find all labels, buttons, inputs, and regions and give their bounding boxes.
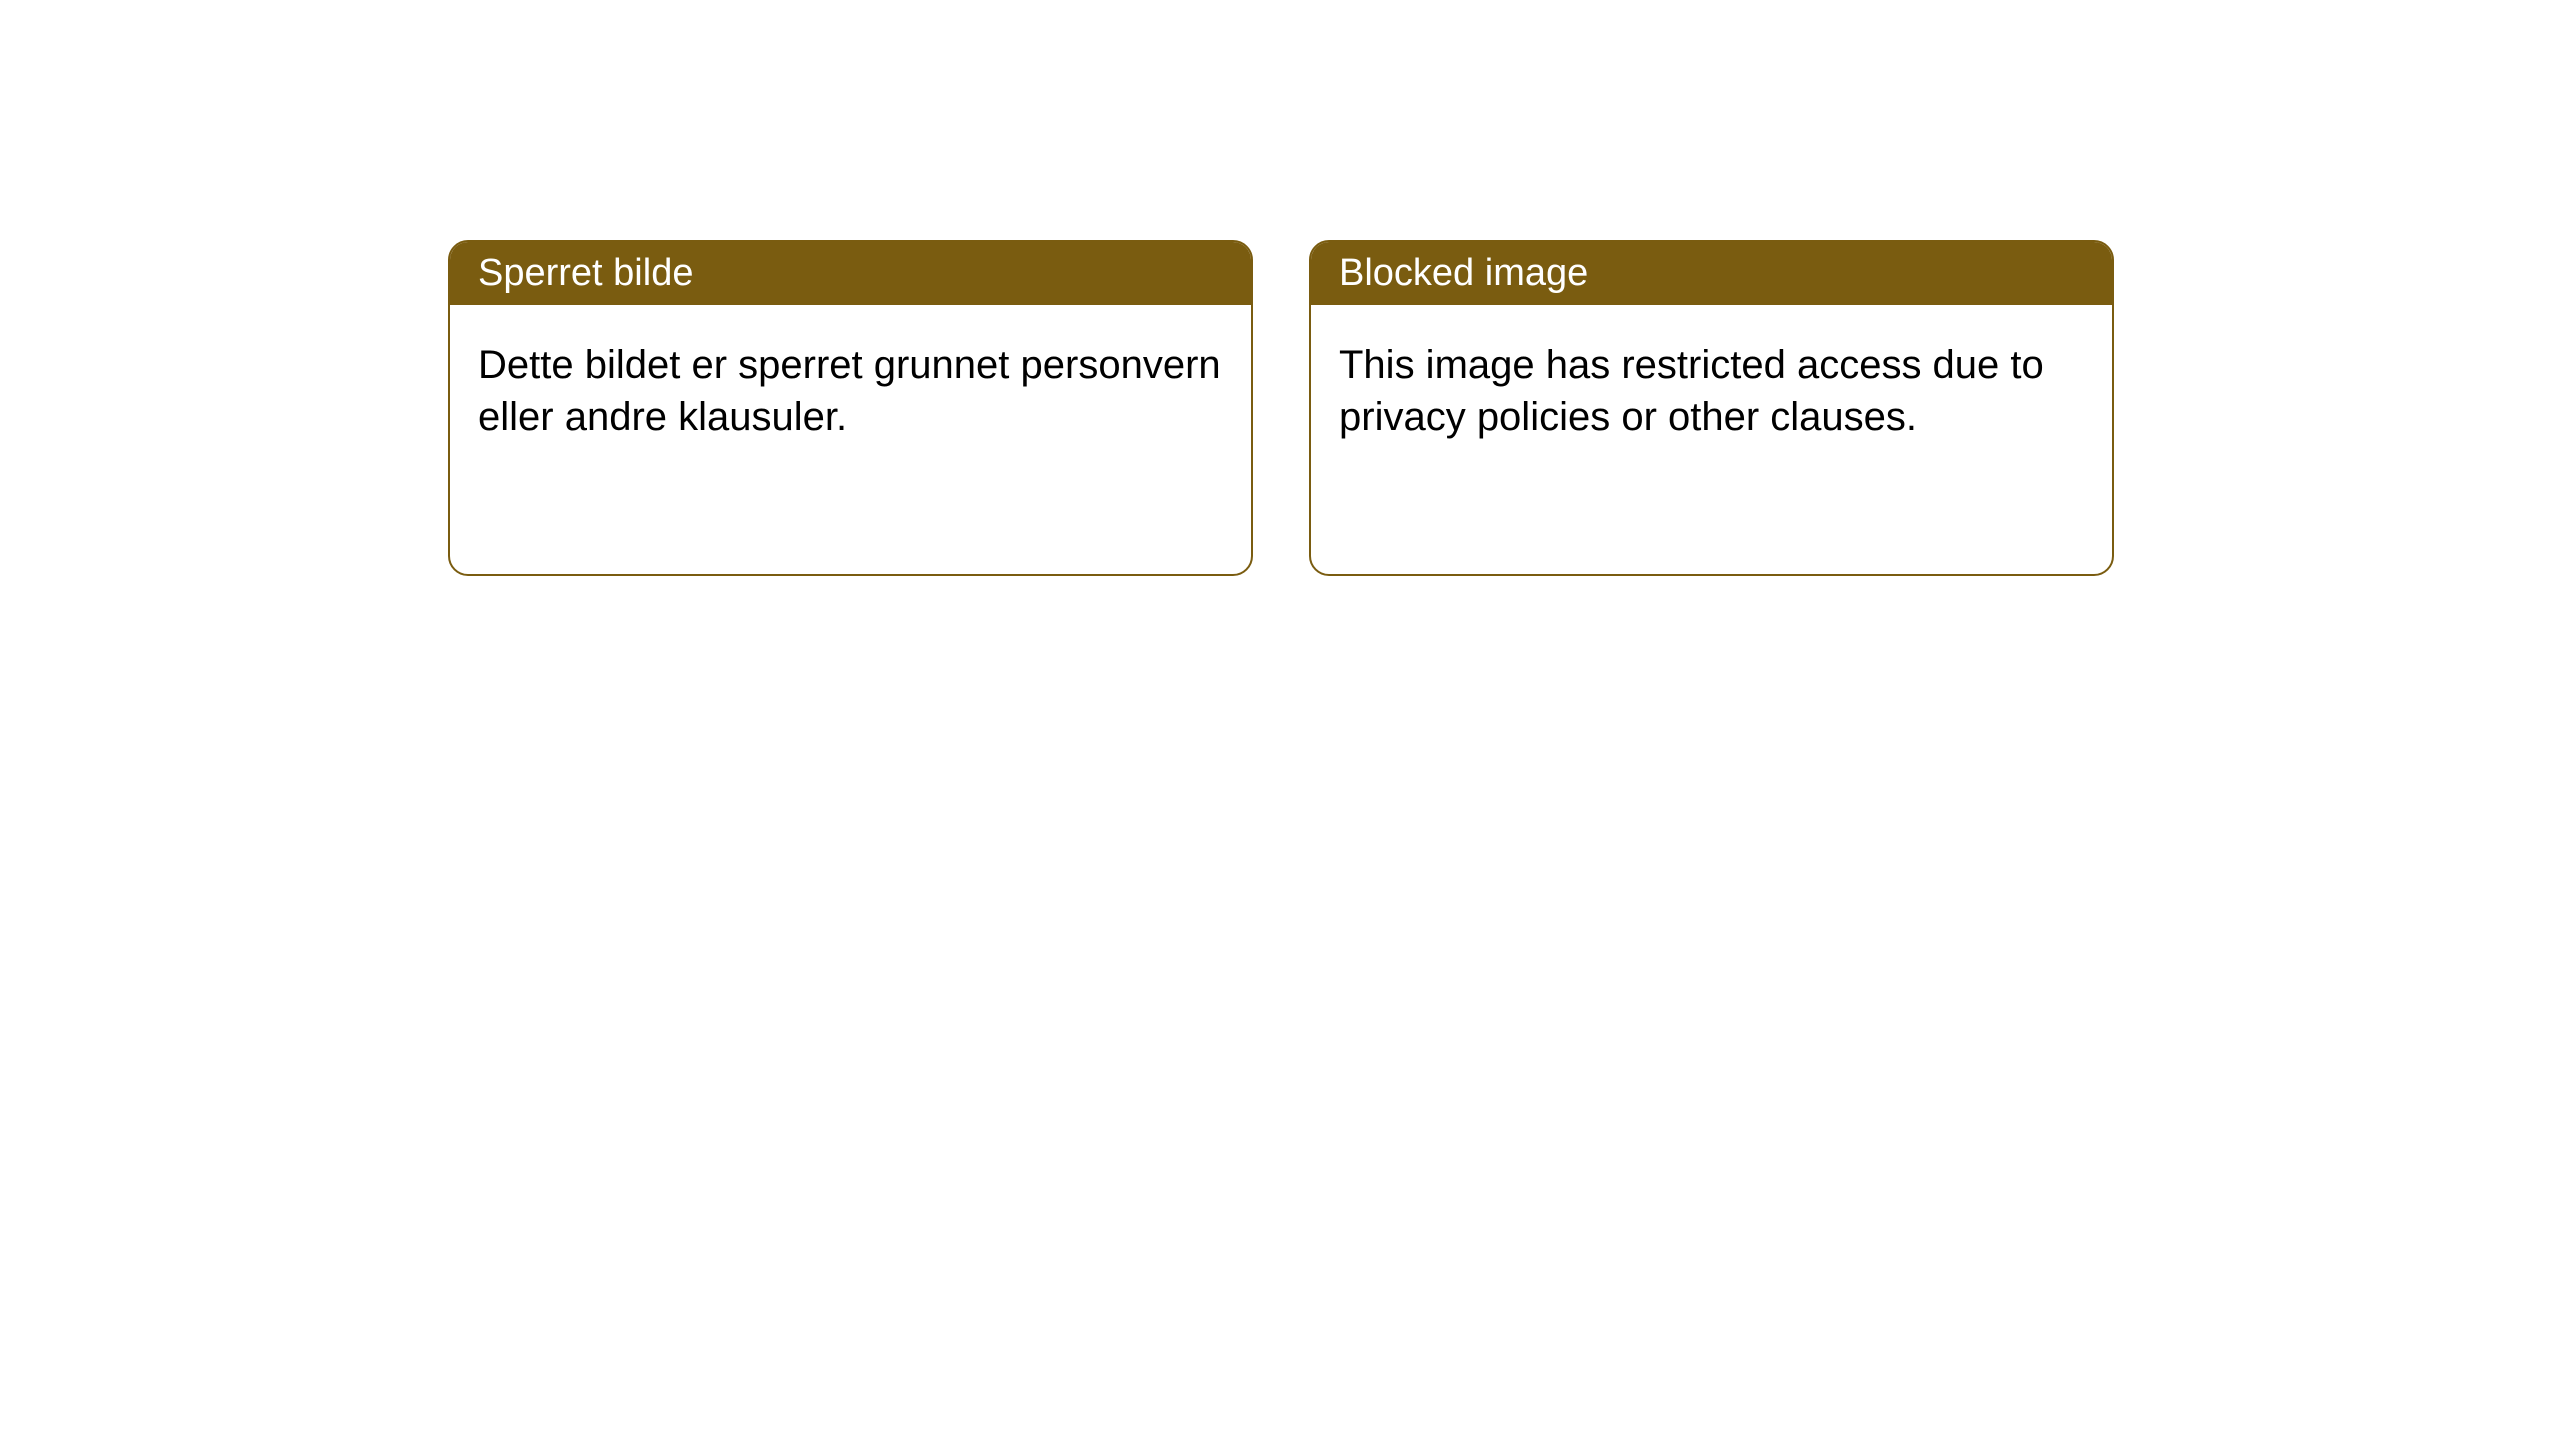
notice-card-english: Blocked image This image has restricted … [1309, 240, 2114, 576]
notice-card-norwegian: Sperret bilde Dette bildet er sperret gr… [448, 240, 1253, 576]
card-body: This image has restricted access due to … [1311, 305, 2112, 477]
card-body: Dette bildet er sperret grunnet personve… [450, 305, 1251, 477]
card-body-text: Dette bildet er sperret grunnet personve… [478, 343, 1221, 439]
card-title: Blocked image [1339, 252, 1588, 294]
notice-container: Sperret bilde Dette bildet er sperret gr… [0, 0, 2560, 576]
card-body-text: This image has restricted access due to … [1339, 343, 2044, 439]
card-header: Sperret bilde [450, 242, 1251, 305]
card-title: Sperret bilde [478, 252, 693, 294]
card-header: Blocked image [1311, 242, 2112, 305]
